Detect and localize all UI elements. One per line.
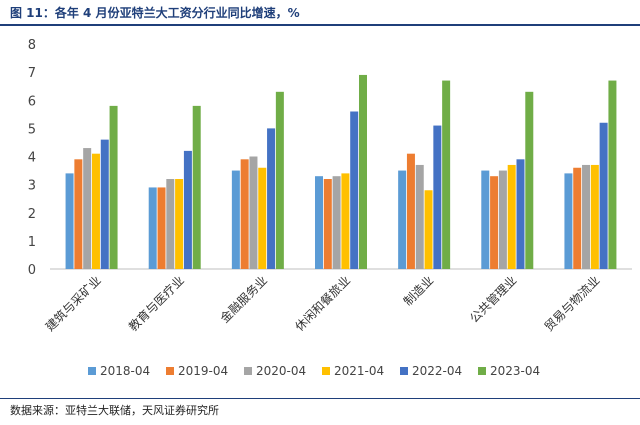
bar-2021-04 (507, 164, 516, 269)
legend-label: 2022-04 (412, 364, 462, 378)
y-tick-label: 4 (28, 151, 36, 166)
bar-2019-04 (323, 179, 332, 269)
bar-chart: 0 1 2 3 4 5 6 7 8 建筑与采矿业 教育与医疗业 金融服务业 休闲和餐旅业 制造业 公共管理… (28, 38, 632, 378)
bar-2018-04 (564, 173, 573, 270)
bar-2022-04 (267, 128, 276, 270)
bar-2018-04 (65, 173, 74, 270)
bar-2022-04 (433, 125, 442, 269)
y-tick-label: 2 (28, 207, 36, 222)
y-tick-label: 6 (28, 94, 36, 109)
bar-2022-04 (599, 122, 608, 269)
y-tick-label: 3 (28, 179, 36, 194)
bar-2023-04 (359, 74, 367, 269)
legend-swatch (166, 367, 174, 375)
source-rule (0, 398, 640, 399)
bar-2023-04 (109, 105, 118, 270)
x-category-label: 建筑与采矿业 (42, 273, 104, 335)
legend: 2018-04 2019-04 2020-04 2021-04 2022-04 2023-… (88, 364, 540, 378)
bar-2023-04 (192, 105, 201, 270)
legend-label: 2021-04 (334, 364, 384, 378)
bar-2022-04 (183, 150, 192, 270)
bar-2021-04 (175, 179, 184, 269)
x-category-label: 休闲和餐旅业 (292, 273, 354, 335)
bar-2020-04 (166, 179, 175, 269)
x-category-label: 制造业 (401, 273, 436, 308)
bar-2019-04 (406, 153, 415, 269)
bar-2022-04 (516, 159, 525, 269)
bar-2020-04 (249, 156, 258, 269)
bar-2020-04 (582, 164, 591, 269)
x-category-label: 贸易与物流业 (542, 273, 603, 334)
y-tick-label: 7 (28, 66, 36, 81)
y-tick-label: 5 (28, 122, 36, 137)
bar-2023-04 (275, 91, 284, 269)
bar-2023-04 (525, 91, 534, 269)
source-note: 数据来源：亚特兰大联储，天风证券研究所 (10, 404, 219, 417)
legend-label: 2020-04 (256, 364, 306, 378)
legend-label: 2023-04 (490, 364, 540, 378)
bar-2019-04 (240, 159, 249, 269)
bar-2018-04 (398, 170, 407, 269)
axis-layer: 0 1 2 3 4 5 6 7 8 (28, 38, 632, 278)
bar-2023-04 (608, 80, 617, 269)
bar-2022-04 (100, 139, 109, 270)
bar-2019-04 (74, 159, 83, 269)
bar-2019-04 (573, 167, 582, 269)
x-category-label: 教育与医疗业 (125, 273, 187, 335)
legend-swatch (88, 367, 96, 375)
bar-2018-04 (315, 176, 323, 269)
bar-2020-04 (332, 176, 341, 269)
legend-swatch (322, 367, 330, 375)
x-category-label: 公共管理业 (466, 273, 519, 326)
bar-2018-04 (148, 187, 157, 269)
legend-label: 2018-04 (100, 364, 150, 378)
bar-2018-04 (481, 170, 490, 269)
bar-2019-04 (490, 176, 499, 269)
bar-2021-04 (590, 164, 599, 269)
legend-swatch (400, 367, 408, 375)
bar-2018-04 (231, 170, 240, 269)
legend-swatch (244, 367, 252, 375)
legend-label: 2019-04 (178, 364, 228, 378)
x-category-label: 金融服务业 (217, 273, 270, 326)
y-tick-label: 8 (28, 38, 36, 53)
figure-title: 图 11：各年 4 月份亚特兰大工资分行业同比增速，% (10, 6, 300, 20)
bar-2021-04 (341, 173, 350, 270)
bar-2023-04 (442, 80, 451, 269)
y-tick-label: 0 (28, 263, 36, 278)
bar-2020-04 (415, 164, 424, 269)
title-rule (0, 24, 640, 26)
bar-2020-04 (498, 170, 507, 269)
y-tick-label: 1 (28, 235, 36, 250)
bar-2019-04 (157, 187, 166, 269)
bar-2021-04 (258, 167, 267, 269)
bar-2021-04 (91, 153, 100, 269)
bar-2021-04 (424, 190, 433, 269)
legend-swatch (478, 367, 486, 375)
bar-2022-04 (350, 111, 359, 269)
bar-2020-04 (83, 148, 92, 269)
category-labels: 建筑与采矿业 教育与医疗业 金融服务业 休闲和餐旅业 制造业 公共管理业 贸易与物流业 (42, 273, 602, 335)
bars-layer (65, 74, 617, 270)
